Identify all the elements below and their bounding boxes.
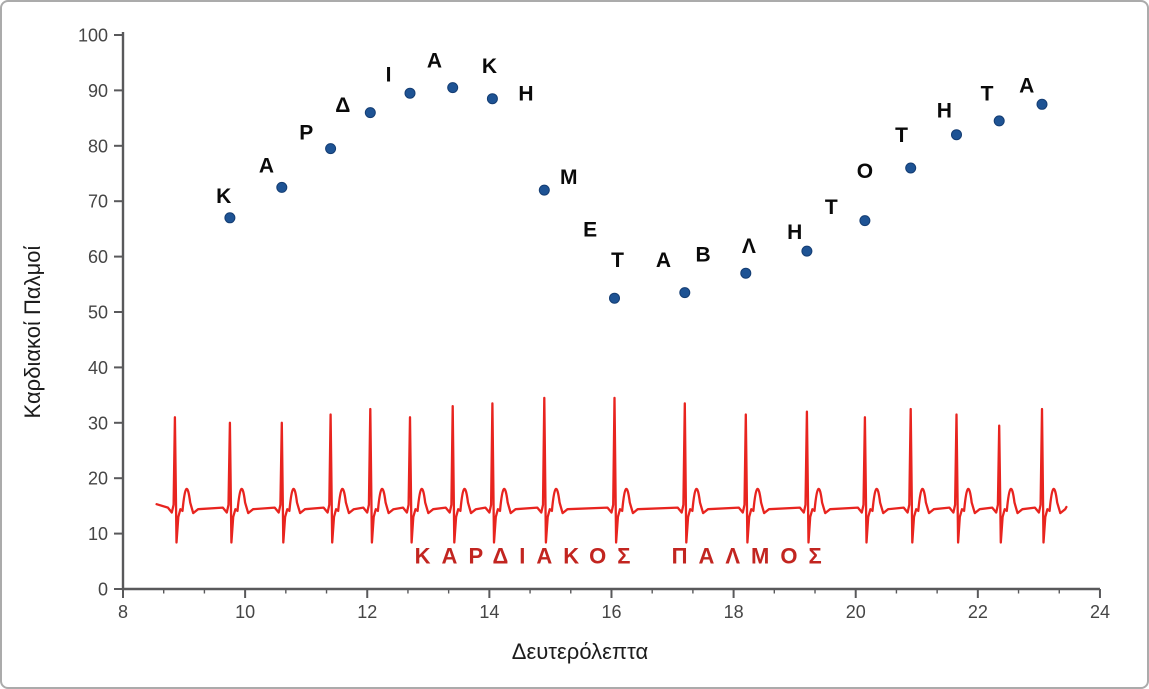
scatter-point [325,143,337,155]
scatter-point [993,115,1005,127]
ecg-series-label: ΚΑΡΔΙΑΚΟΣ ΠΑΛΜΟΣ [415,544,833,569]
y-tick-label: 0 [98,580,108,600]
letter-annotation: Ε [583,218,597,241]
scatter-point [951,129,962,141]
scatter-point [740,267,752,279]
scatter-point [404,87,416,99]
x-axis-title: Δευτερόλεπτα [512,639,649,664]
y-tick-label: 60 [88,247,108,267]
y-tick-label: 50 [88,303,108,323]
letter-annotation: Κ [482,55,497,78]
x-tick-label: 12 [357,602,377,622]
scatter-point [1036,98,1048,110]
y-tick-label: 80 [88,136,108,156]
letter-annotation: Μ [560,166,578,189]
scatter-point [276,181,288,193]
scatter-point [679,287,691,299]
letter-annotation: Τ [981,83,994,106]
scatter-point [447,82,459,94]
scatter-point [224,212,236,224]
letter-annotation: Τ [611,249,624,272]
y-tick-label: 30 [88,413,108,433]
axis-spine [121,32,1100,591]
letter-annotation: Η [518,83,533,106]
letter-annotation: Ι [386,63,392,86]
y-axis-title: Καρδιακοί Παλμοί [20,245,45,418]
letter-annotation: Κ [216,185,231,208]
letter-annotation: Α [427,49,442,72]
scatter-point [905,162,917,174]
letter-annotation: Τ [895,124,908,147]
scatter-point [364,107,376,119]
scatter-point [801,245,813,257]
letter-annotation: Β [696,243,711,266]
x-tick-label: 14 [479,602,499,622]
x-tick-label: 24 [1090,602,1110,622]
scatter-point [859,215,871,227]
ecg-trace [155,396,1068,544]
x-tick-label: 10 [235,602,255,622]
y-tick-label: 70 [88,192,108,212]
y-tick-label: 20 [88,469,108,489]
y-tick-label: 100 [78,26,108,46]
letter-annotation: Η [787,221,802,244]
x-tick-label: 8 [118,602,128,622]
x-tick-label: 22 [968,602,988,622]
letter-annotation: Η [937,99,952,122]
x-tick-label: 16 [601,602,621,622]
x-tick-label: 20 [846,602,866,622]
letter-annotation: Ο [857,160,873,183]
x-tick-label: 18 [724,602,744,622]
y-tick-label: 40 [88,358,108,378]
letter-annotation: Α [656,249,671,272]
letter-annotation: Δ [335,94,350,117]
scatter-point [609,292,620,304]
letter-annotation: Λ [742,235,756,258]
letter-annotation: Α [259,155,274,178]
letter-annotation: Ρ [299,122,313,145]
letter-annotation: Τ [825,196,838,219]
letter-annotation: Α [1019,74,1034,97]
scatter-point [538,184,550,196]
y-tick-label: 10 [88,524,108,544]
y-tick-label: 90 [88,81,108,101]
scatter-point [486,93,498,105]
